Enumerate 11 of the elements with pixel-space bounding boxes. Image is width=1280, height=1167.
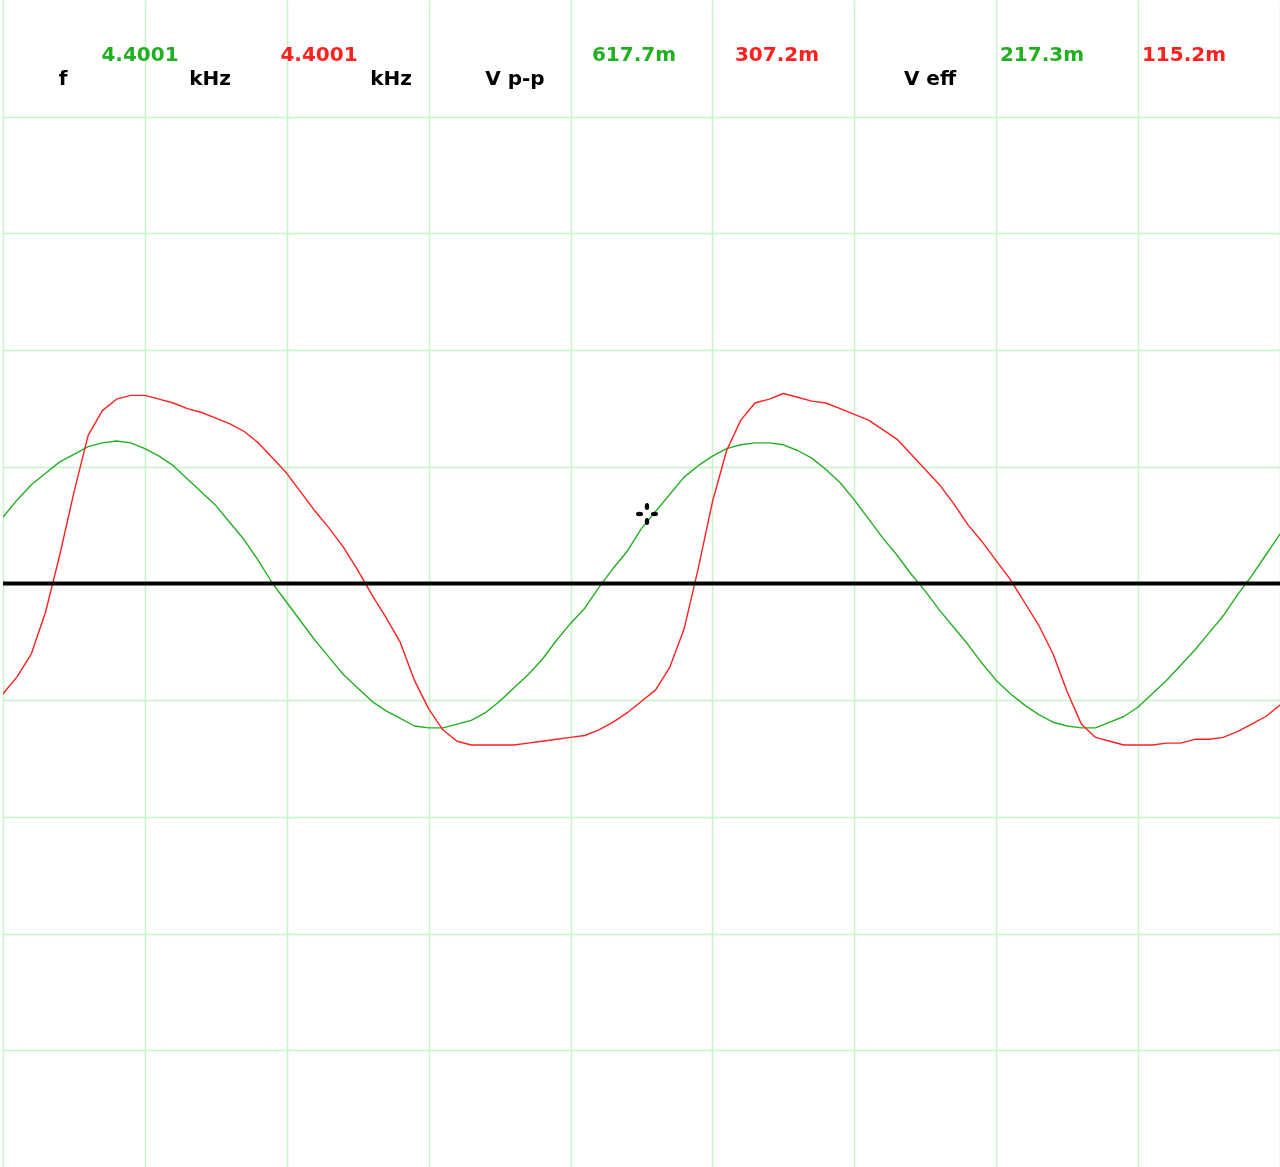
text: V eff [903, 66, 957, 90]
text: 4.4001 [101, 42, 179, 66]
text: 115.2m [1141, 42, 1227, 66]
text: 217.3m [999, 42, 1085, 66]
text: V p-p [485, 66, 545, 90]
text: kHz [189, 66, 231, 90]
text: 307.2m [734, 42, 820, 66]
text: f [58, 66, 68, 90]
text: 4.4001 [280, 42, 358, 66]
text: 617.7m [591, 42, 677, 66]
text: kHz [370, 66, 412, 90]
